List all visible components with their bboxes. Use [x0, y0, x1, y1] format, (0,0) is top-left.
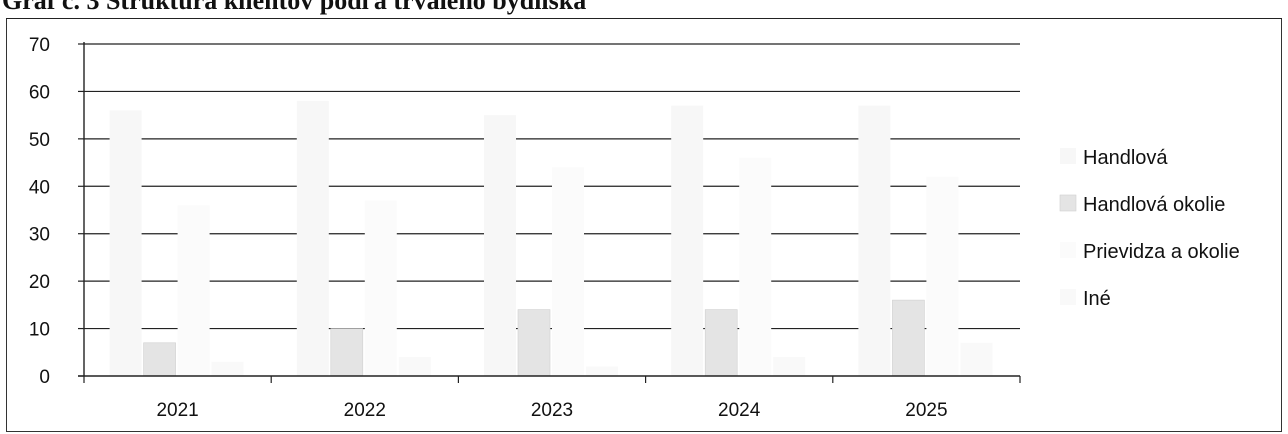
bar [143, 342, 176, 377]
bar [892, 299, 925, 377]
bar [296, 100, 329, 377]
y-tick-label: 60 [29, 82, 50, 103]
bar [960, 342, 993, 376]
bar [109, 110, 142, 377]
bar [552, 167, 584, 376]
legend-label: Iné [1083, 288, 1111, 310]
bar [671, 105, 704, 377]
bar [858, 105, 891, 377]
y-tick-label: 10 [29, 320, 50, 341]
x-tick-label: 2025 [905, 400, 947, 421]
bar [177, 205, 210, 376]
chart-frame-top-border [6, 18, 1282, 19]
y-tick-label: 0 [39, 367, 50, 388]
chart-frame [6, 18, 1282, 432]
bar [773, 357, 806, 376]
y-tick-label: 30 [29, 225, 50, 246]
y-tick-label: 20 [29, 272, 50, 293]
y-tick-label: 40 [29, 177, 50, 198]
bar [704, 309, 738, 377]
bar [211, 361, 244, 376]
legend: Handlová Handlová okolie Prievidza a okoli… [1059, 147, 1240, 310]
bar [398, 357, 431, 376]
bars [109, 100, 993, 377]
bar [484, 115, 516, 377]
y-tick-label: 70 [29, 35, 50, 56]
legend-swatch [1060, 289, 1076, 305]
legend-label: Prievidza a okolie [1083, 241, 1240, 263]
y-tick-labels: 0 10 20 30 40 50 60 70 [29, 35, 50, 388]
bar [586, 366, 618, 376]
bar [330, 328, 364, 377]
axes [78, 42, 1021, 383]
legend-swatch [1059, 194, 1077, 212]
legend-swatch [1060, 148, 1076, 164]
bar [926, 176, 959, 376]
bar [517, 309, 551, 377]
legend-label: Handlová [1083, 147, 1168, 169]
x-tick-label: 2024 [718, 400, 761, 421]
legend-swatch [1060, 242, 1076, 258]
x-tick-labels: 2021 2022 2023 2024 2025 [156, 400, 947, 421]
y-tick-label: 50 [29, 130, 50, 151]
x-tick-label: 2023 [531, 400, 573, 421]
x-tick-label: 2021 [156, 400, 198, 421]
legend-label: Handlová okolie [1083, 194, 1225, 216]
x-tick-label: 2022 [344, 400, 386, 421]
bar [739, 157, 772, 376]
bar [364, 200, 397, 376]
chart-caption: Graf č. 3 Štruktúra klientov podľa trval… [2, 0, 587, 15]
